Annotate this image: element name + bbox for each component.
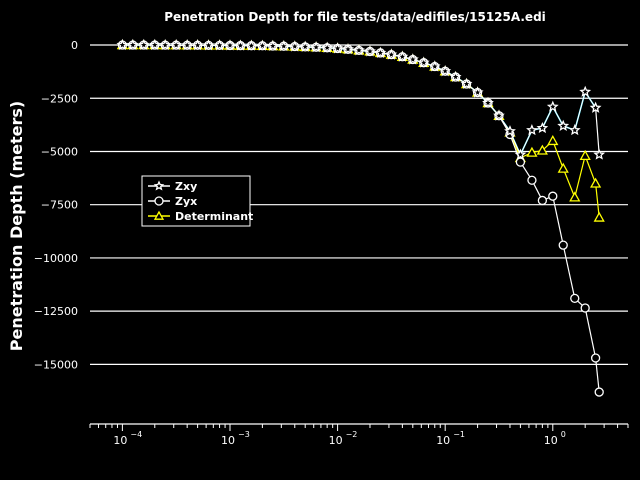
star-marker <box>396 50 409 62</box>
star-marker <box>406 53 419 65</box>
y-tick-labels: 0 −2500 −5000 −7500 −10000 −12500 −15000 <box>34 39 78 371</box>
chart-title: Penetration Depth for file tests/data/ed… <box>164 10 546 24</box>
star-marker <box>374 46 387 59</box>
y-tick-label: −12500 <box>34 305 78 318</box>
star-marker <box>482 96 494 108</box>
star-marker <box>493 109 505 121</box>
legend-label: Zxy <box>175 180 197 193</box>
star-marker <box>568 123 581 136</box>
star-marker <box>439 64 452 77</box>
triangle-marker <box>569 191 581 202</box>
triangle-marker <box>526 146 538 157</box>
star-marker <box>288 40 301 52</box>
star-marker <box>331 42 344 54</box>
circle-marker <box>590 353 601 363</box>
series-line <box>122 44 600 157</box>
star-marker <box>277 39 290 52</box>
star-marker <box>342 43 354 55</box>
circle-marker <box>580 303 590 313</box>
star-marker <box>153 180 165 191</box>
circle-marker <box>527 175 537 185</box>
star-marker <box>471 86 484 98</box>
circle-marker <box>594 387 604 397</box>
star-marker <box>148 38 161 51</box>
star-marker <box>593 148 606 160</box>
star-marker <box>234 39 247 51</box>
star-marker <box>299 40 312 52</box>
star-marker <box>245 39 258 51</box>
y-axis-label: Penetration Depth (meters) <box>7 101 26 352</box>
triangle-marker <box>579 149 591 160</box>
x-tick-label: 10 <box>113 434 127 447</box>
legend-label: Zyx <box>175 195 197 208</box>
star-marker <box>170 38 182 51</box>
star-marker <box>181 38 194 51</box>
star-marker <box>137 38 150 51</box>
star-marker <box>126 38 139 51</box>
star-marker <box>202 39 215 51</box>
x-tick-label: 10 <box>329 434 343 447</box>
y-tick-label: −15000 <box>34 358 78 371</box>
star-marker <box>321 41 334 53</box>
x-tick-label: 10 <box>544 434 558 447</box>
legend: Zxy Zyx Determinant <box>141 175 253 227</box>
x-tick-label: 10 <box>436 434 450 447</box>
star-marker <box>310 41 322 53</box>
series-zxy <box>116 38 606 160</box>
y-tick-label: −7500 <box>41 199 78 212</box>
legend-label: Determinant <box>175 210 253 223</box>
star-marker <box>213 39 226 51</box>
star-marker <box>579 85 592 97</box>
y-tick-label: −5000 <box>41 145 78 158</box>
triangle-marker <box>153 210 165 220</box>
star-marker <box>526 123 538 136</box>
star-marker <box>449 70 462 82</box>
circle-marker <box>537 195 548 206</box>
star-marker <box>589 101 602 113</box>
circle-marker <box>570 293 580 304</box>
star-marker <box>536 121 549 134</box>
x-tick-exponent: −3 <box>238 430 250 439</box>
x-tick-exponent: −1 <box>453 430 465 439</box>
star-marker <box>460 77 473 89</box>
triangle-marker <box>536 144 548 155</box>
star-marker <box>116 38 129 51</box>
star-marker <box>546 100 559 112</box>
star-marker <box>256 39 269 51</box>
triangle-marker <box>557 162 569 173</box>
circle-marker <box>548 191 558 201</box>
star-marker <box>504 125 516 137</box>
axes <box>89 423 629 431</box>
star-marker <box>224 39 236 51</box>
star-marker <box>353 44 365 56</box>
x-tick-exponent: 0 <box>561 430 566 439</box>
x-tick-exponent: −4 <box>130 430 142 439</box>
circle-marker <box>515 157 526 167</box>
star-marker <box>364 45 376 57</box>
star-marker <box>266 39 279 51</box>
y-tick-label: −2500 <box>41 92 78 105</box>
x-tick-labels: 10 −4 10 −3 10 −2 10 −1 10 0 <box>113 430 565 447</box>
star-marker <box>159 38 172 51</box>
star-marker <box>191 39 204 51</box>
star-marker <box>557 119 570 131</box>
circle-marker <box>154 196 164 206</box>
x-tick-label: 10 <box>221 434 235 447</box>
series-layer <box>116 38 606 397</box>
triangle-marker <box>547 135 559 146</box>
triangle-marker <box>593 211 605 222</box>
circle-marker <box>558 240 568 250</box>
star-marker <box>428 60 441 72</box>
y-tick-label: −10000 <box>34 252 78 265</box>
cyan-trend-line <box>122 44 597 157</box>
star-marker <box>514 148 527 160</box>
y-tick-label: 0 <box>71 39 78 52</box>
x-tick-exponent: −2 <box>346 430 358 439</box>
star-marker <box>417 56 430 68</box>
star-marker <box>385 48 398 60</box>
triangle-marker <box>590 177 602 188</box>
